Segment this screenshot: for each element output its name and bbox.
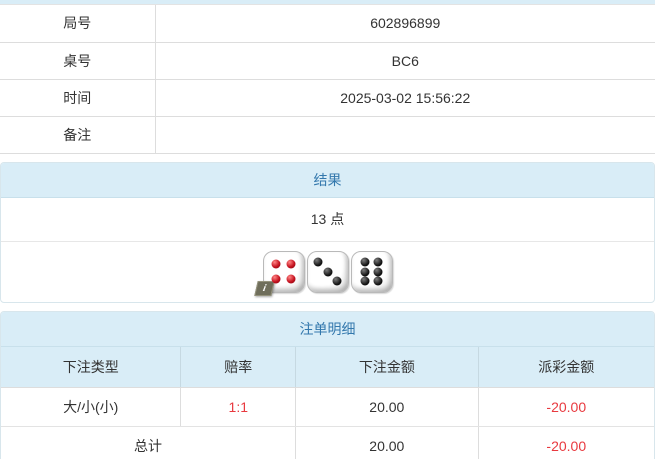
- die-2: [306, 250, 349, 293]
- die-pip: [360, 276, 370, 286]
- column-header-payout: 派彩金额: [477, 346, 654, 387]
- column-header-bet-amount: 下注金额: [295, 346, 477, 387]
- die-1: i: [253, 250, 305, 296]
- game-info-table: 局号 602896899 桌号 BC6 时间 2025-03-02 15:56:…: [0, 5, 655, 154]
- time-value: 2025-03-02 15:56:22: [155, 79, 655, 117]
- bet-amount-value: 20.00: [295, 387, 477, 426]
- die-pip: [373, 257, 383, 267]
- die-pip: [360, 257, 370, 267]
- die-pip: [271, 274, 281, 284]
- bet-row: 大/小(小) 1:1 20.00 -20.00: [1, 387, 654, 427]
- payout-value: -20.00: [477, 387, 654, 426]
- top-strip: [0, 0, 655, 5]
- die-pip: [332, 276, 342, 286]
- column-header-bet-type: 下注类型: [62, 358, 119, 375]
- table-row: 备注: [0, 116, 655, 154]
- info-icon[interactable]: i: [253, 280, 275, 296]
- die-pip: [373, 267, 383, 276]
- total-label: 总计: [134, 437, 163, 454]
- table-row: 时间 2025-03-02 15:56:22: [0, 79, 655, 117]
- total-bet-amount: 20.00: [295, 426, 477, 459]
- die-pip: [313, 257, 323, 267]
- total-row: 总计 20.00 -20.00: [1, 426, 654, 459]
- round-number-label: 局号: [0, 5, 156, 43]
- column-header-odds: 赔率: [180, 346, 295, 387]
- bets-panel: 注单明细 下注类型 赔率 下注金额 派彩金额 大/小(小) 1:1 20.00 …: [0, 310, 655, 459]
- time-label: 时间: [0, 79, 156, 117]
- die-pip: [323, 267, 332, 276]
- odds-value: 1:1: [180, 387, 295, 426]
- bets-header-row: 下注类型 赔率 下注金额 派彩金额: [1, 346, 654, 388]
- total-payout: -20.00: [477, 426, 654, 459]
- table-number-label: 桌号: [0, 42, 156, 80]
- remark-value: [155, 116, 655, 154]
- table-number-value: BC6: [155, 42, 655, 80]
- result-panel: 结果 13 点 i: [0, 161, 655, 303]
- result-panel-title: 结果: [1, 162, 654, 198]
- result-points: 13 点: [1, 198, 654, 242]
- die-pip: [360, 267, 370, 276]
- die-3: [350, 250, 393, 293]
- table-row: 局号 602896899: [0, 5, 655, 43]
- die-pip: [373, 276, 383, 286]
- table-row: 桌号 BC6: [0, 42, 655, 80]
- die-pip: [286, 274, 296, 284]
- remark-label: 备注: [0, 116, 156, 154]
- die-pip: [271, 259, 281, 269]
- round-number-value: 602896899: [155, 5, 655, 43]
- dice-row: i: [1, 242, 654, 302]
- bets-panel-title: 注单明细: [1, 311, 654, 347]
- die-pip: [286, 259, 296, 269]
- bet-type-value: 大/小(小): [63, 398, 119, 415]
